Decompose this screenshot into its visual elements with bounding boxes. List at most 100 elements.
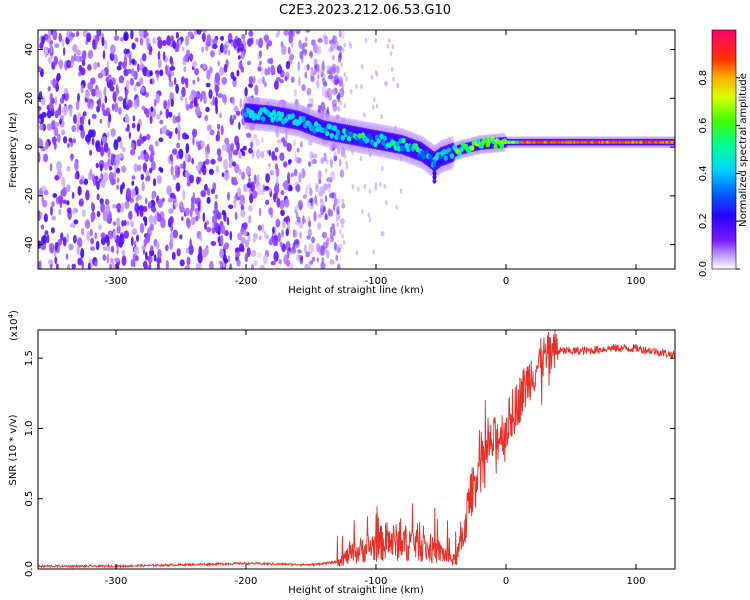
spectrogram-noise-blob bbox=[181, 86, 186, 98]
spectrogram-noise-blob bbox=[121, 249, 126, 256]
spectrogram-noise-blob bbox=[94, 232, 98, 240]
spectrogram-noise-blob bbox=[134, 202, 140, 213]
spectrogram-noise-blob bbox=[205, 106, 210, 113]
spectrogram-noise-blob bbox=[116, 249, 119, 255]
spectrogram-noise-blob bbox=[285, 60, 291, 70]
spectrogram-noise-blob bbox=[240, 43, 244, 52]
spectrogram-noise-blob bbox=[75, 55, 81, 63]
spectrogram-noise-blob bbox=[317, 73, 320, 80]
spectrogram-noise-blob bbox=[142, 205, 148, 213]
spectrogram-noise-blob bbox=[229, 230, 233, 241]
spectrogram-noise-blob bbox=[175, 182, 181, 192]
spectrogram-noise-blob bbox=[224, 242, 230, 250]
spectrogram-noise-blob bbox=[299, 141, 303, 148]
spectrogram-noise-blob bbox=[297, 76, 301, 87]
spectrogram-noise-blob bbox=[217, 155, 223, 162]
spectrogram-noise-blob bbox=[116, 203, 121, 211]
spectrogram-noise-blob bbox=[222, 94, 227, 103]
spectrogram-noise-blob bbox=[99, 198, 104, 205]
spectrogram-noise-blob bbox=[276, 177, 279, 186]
spectrogram-noise-blob bbox=[98, 97, 102, 109]
spectrogram-noise-blob bbox=[157, 38, 163, 49]
spectrogram-noise-blob bbox=[180, 95, 184, 101]
spectrogram-noise-blob bbox=[169, 66, 176, 71]
spectrogram-noise-blob bbox=[189, 54, 194, 60]
spectrogram-noise-blob bbox=[51, 215, 56, 221]
spectrogram-noise-blob bbox=[302, 218, 307, 224]
spectrogram-noise-blob bbox=[90, 211, 96, 221]
spectrogram-noise-blob bbox=[212, 209, 217, 215]
spectrogram-noise-blob bbox=[335, 216, 339, 222]
spectrogram-noise-blob bbox=[266, 42, 269, 50]
spectrogram-noise-blob bbox=[131, 58, 136, 65]
spectrogram-noise-blob bbox=[187, 31, 193, 38]
spectrogram-noise-blob bbox=[69, 223, 75, 228]
spectrogram-noise-blob bbox=[372, 249, 376, 255]
spectrogram-noise-blob bbox=[304, 263, 309, 269]
spectrogram-noise-blob bbox=[112, 171, 116, 180]
spectrogram-noise-blob bbox=[120, 202, 125, 214]
spectrogram-noise-blob bbox=[98, 224, 102, 231]
spectrogram-noise-blob bbox=[237, 55, 241, 60]
spectrogram-noise-blob bbox=[159, 119, 164, 125]
spectrogram-noise-blob bbox=[81, 59, 86, 67]
spectrogram-noise-blob bbox=[146, 174, 151, 182]
spectrogram-noise-blob bbox=[195, 176, 201, 185]
ridge-core bbox=[395, 141, 400, 147]
spectrogram-noise-blob bbox=[320, 101, 326, 112]
spectrogram-noise-blob bbox=[175, 127, 178, 135]
spectrogram-noise-blob bbox=[357, 186, 360, 192]
spectrogram-noise-blob bbox=[114, 154, 120, 165]
spectrogram-noise-blob bbox=[92, 39, 96, 50]
spectrogram-noise-blob bbox=[38, 152, 41, 163]
spectrogram-noise-blob bbox=[297, 216, 301, 223]
spectrogram-noise-blob bbox=[90, 237, 94, 245]
spectrogram-noise-blob bbox=[80, 227, 85, 236]
spectrogram-noise-blob bbox=[149, 78, 153, 85]
spectrogram-noise-blob bbox=[359, 156, 363, 162]
spectrogram-noise-blob bbox=[238, 121, 241, 130]
spectrogram-noise-blob bbox=[302, 170, 306, 177]
spectrogram-noise-blob bbox=[65, 253, 69, 260]
spectrogram-noise-blob bbox=[201, 32, 206, 43]
spectrogram-noise-blob bbox=[112, 230, 117, 241]
spectrogram-noise-blob bbox=[159, 167, 164, 173]
spectrogram-noise-blob bbox=[249, 136, 256, 143]
spectrogram-noise-blob bbox=[374, 182, 378, 188]
spectrogram-noise-blob bbox=[50, 43, 53, 54]
ridge-core bbox=[250, 109, 255, 116]
colorbar-tick-label: 0.4 bbox=[698, 165, 709, 181]
spectrogram-noise-blob bbox=[184, 207, 190, 217]
spectrogram-noise-blob bbox=[335, 198, 341, 204]
spectrogram-noise-blob bbox=[122, 60, 127, 70]
spectrogram-noise-blob bbox=[102, 109, 108, 117]
spectrogram-noise-blob bbox=[185, 103, 190, 111]
spectrogram-noise-blob bbox=[351, 184, 355, 190]
spectrogram-noise-blob bbox=[224, 230, 229, 237]
spectrogram-noise-blob bbox=[221, 144, 227, 152]
spectrogram-noise-blob bbox=[176, 248, 181, 257]
spectrogram-noise-blob bbox=[69, 107, 73, 118]
spectrogram-noise-blob bbox=[299, 203, 302, 210]
spectrogram-noise-blob bbox=[228, 204, 234, 210]
spectrogram-noise-blob bbox=[331, 55, 335, 61]
spectrogram-noise-blob bbox=[232, 180, 239, 186]
spectrogram-noise-blob bbox=[139, 37, 144, 46]
spectrogram-noise-blob bbox=[60, 232, 64, 242]
spectrogram-noise-blob bbox=[82, 111, 87, 117]
spectrogram-noise-blob bbox=[209, 260, 214, 269]
spectrogram-noise-blob bbox=[296, 254, 301, 262]
spectrogram-noise-blob bbox=[119, 233, 123, 245]
spectrogram-noise-blob bbox=[66, 233, 69, 243]
spectrogram-noise-blob bbox=[234, 211, 238, 221]
spectrogram-noise-blob bbox=[375, 103, 379, 109]
spectrogram-noise-blob bbox=[54, 256, 58, 265]
spectrogram-noise-blob bbox=[294, 205, 298, 211]
spectrogram-noise-blob bbox=[170, 71, 175, 77]
spectrogram-noise-blob bbox=[235, 110, 241, 116]
spectrogram-noise-blob bbox=[157, 36, 162, 42]
spectrogram-noise-blob bbox=[119, 140, 123, 149]
spectrogram-noise-blob bbox=[80, 247, 85, 259]
spectrogram-noise-blob bbox=[304, 71, 308, 79]
spectrogram-noise-blob bbox=[95, 175, 98, 186]
